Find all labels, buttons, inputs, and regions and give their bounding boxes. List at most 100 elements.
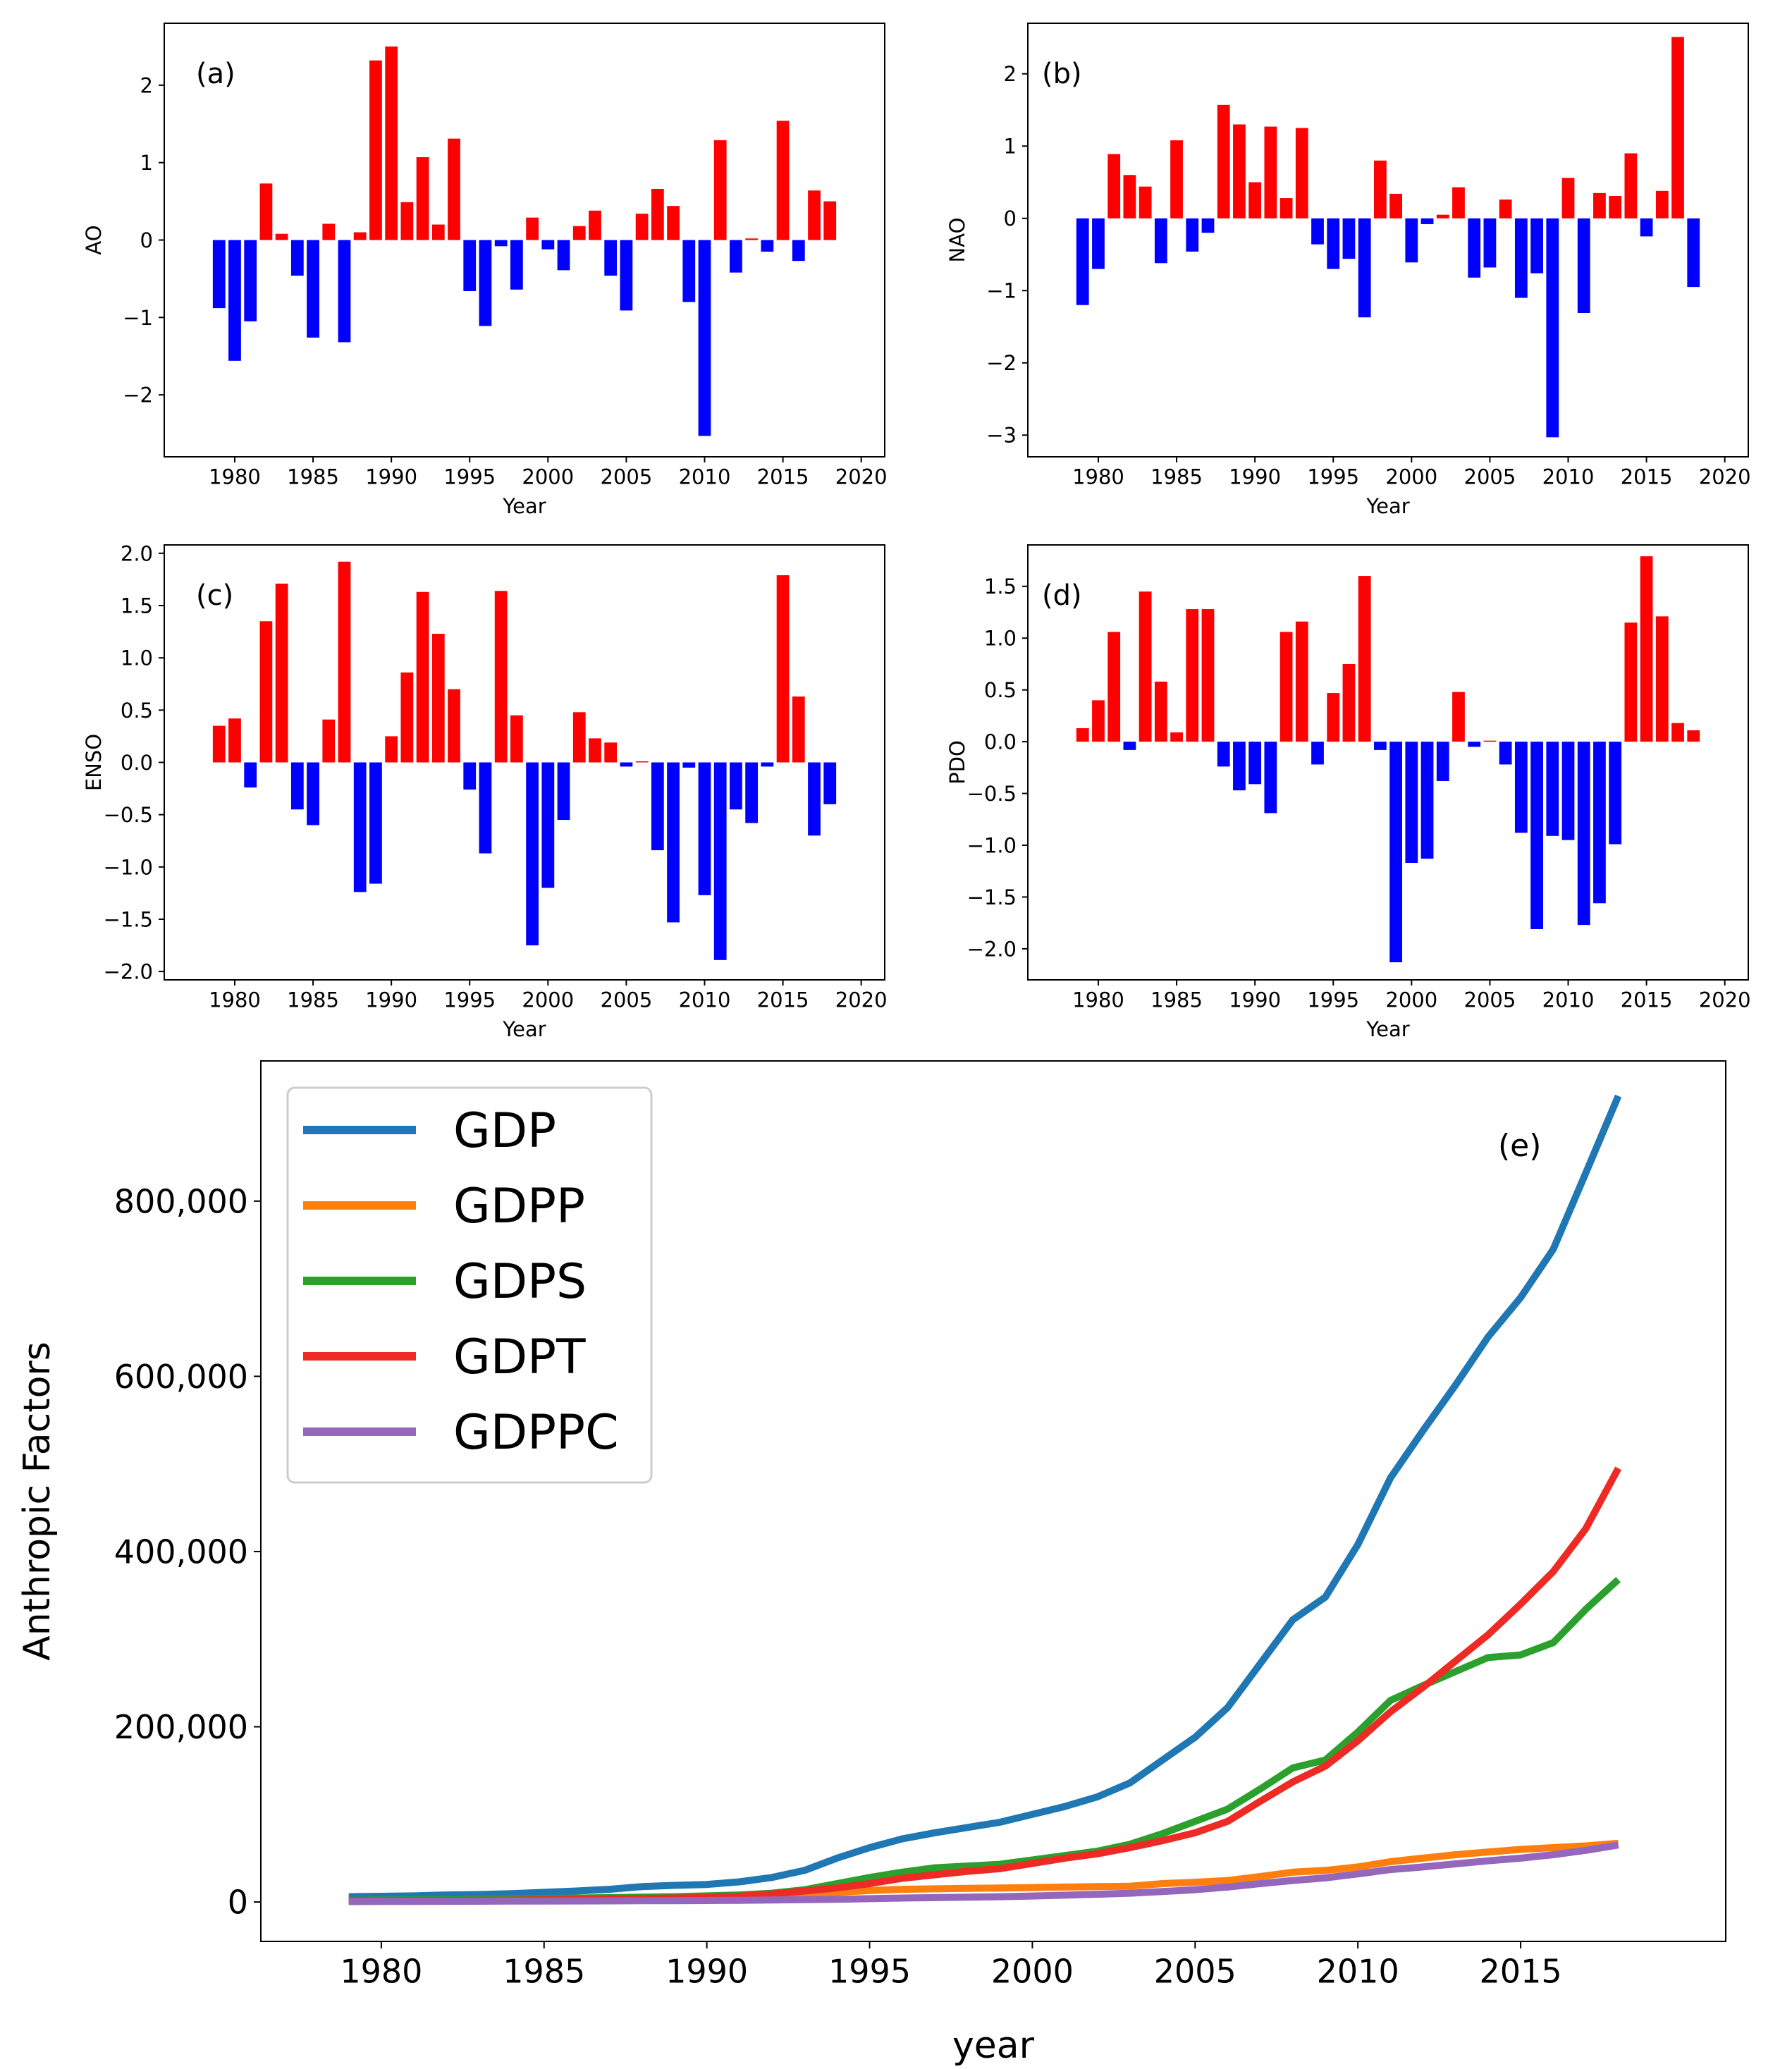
- x-tick-label: 1990: [365, 465, 417, 489]
- bar-2003: [1452, 187, 1465, 219]
- y-tick-label: 400,000: [114, 1533, 248, 1571]
- bar-1985: [1170, 732, 1183, 742]
- bar-1999: [1389, 193, 1402, 219]
- bar-1984: [290, 240, 304, 276]
- y-tick-label: 2.0: [121, 541, 153, 565]
- bar-1982: [1123, 742, 1136, 750]
- bar-2007: [1514, 742, 1528, 833]
- x-tick-label: 2020: [835, 988, 888, 1012]
- y-tick-label: 1: [140, 151, 153, 175]
- bar-2010: [1561, 742, 1575, 840]
- bar-1999: [526, 217, 539, 240]
- bar-1984: [1154, 218, 1167, 264]
- bar-1985: [307, 240, 319, 338]
- bar-1994: [448, 689, 460, 763]
- panel-label: (e): [1498, 1128, 1541, 1164]
- bar-2017: [1671, 723, 1684, 742]
- x-tick-label: 1995: [1307, 988, 1359, 1012]
- bar-1980: [228, 718, 241, 763]
- bar-1987: [338, 561, 351, 763]
- bar-2014: [1624, 622, 1638, 742]
- panel-c: 1980 1985 1990 1995 2000 2005 2010 2015 2020 −2.0…: [82, 541, 888, 1041]
- bar-2018: [823, 762, 837, 804]
- bar-2002: [572, 226, 586, 240]
- bar-2005: [1483, 218, 1497, 268]
- series-line-gdppc: [348, 1841, 1619, 1905]
- x-tick-label: 2005: [601, 465, 653, 489]
- y-tick-label: −0.5: [967, 782, 1017, 806]
- bar-1995: [463, 762, 477, 790]
- y-tick-label: 2: [140, 73, 153, 97]
- bar-2015: [1640, 218, 1653, 237]
- legend-box: [286, 1086, 653, 1484]
- y-tick-label: −1: [123, 306, 153, 330]
- y-tick-label: 1.5: [121, 594, 153, 618]
- bar-2008: [667, 206, 680, 240]
- panel-e: 1980 1985 1990 1995 2000 2005 2010 2015 0 200,000…: [16, 1060, 1726, 2067]
- bar-1987: [1201, 218, 1215, 233]
- bar-1989: [369, 60, 382, 240]
- bar-2000: [1405, 742, 1418, 863]
- x-tick-label: 2005: [601, 988, 653, 1012]
- y-axis-label: AO: [82, 225, 106, 254]
- bar-1980: [228, 240, 241, 361]
- y-tick-label: −1.5: [967, 885, 1017, 909]
- x-tick-label: 1995: [443, 988, 496, 1012]
- bar-2018: [823, 201, 837, 240]
- bar-1984: [290, 762, 304, 810]
- bar-1997: [1358, 218, 1371, 318]
- bar-1986: [1186, 218, 1199, 252]
- bar-1998: [510, 715, 523, 763]
- bar-1989: [1233, 124, 1246, 219]
- bar-1991: [1264, 742, 1277, 814]
- bar-1990: [1248, 182, 1262, 219]
- bar-1982: [259, 621, 273, 763]
- x-tick-label: 2000: [991, 1952, 1074, 1990]
- bar-1996: [1342, 663, 1356, 742]
- y-tick-label: 0.5: [984, 678, 1017, 702]
- y-tick-label: −1.5: [104, 907, 153, 931]
- x-tick-label: 2000: [1385, 465, 1437, 489]
- x-tick-label: 2015: [1480, 1952, 1562, 1990]
- x-tick-label: 1995: [828, 1952, 911, 1990]
- x-tick-label: 1990: [365, 988, 417, 1012]
- bar-2010: [698, 240, 711, 436]
- bar-1986: [1186, 609, 1199, 742]
- bar-1979: [212, 725, 226, 763]
- panel-label: (b): [1042, 58, 1082, 90]
- bar-1993: [1295, 621, 1308, 742]
- x-tick-label: 2010: [1317, 1952, 1399, 1990]
- bar-1988: [1217, 742, 1230, 767]
- x-tick-label: 1985: [287, 465, 339, 489]
- bar-1998: [1374, 742, 1387, 750]
- x-tick-label: 2015: [757, 465, 809, 489]
- bar-2004: [1468, 742, 1481, 747]
- x-tick-label: 1990: [665, 1952, 748, 1990]
- bar-1980: [1092, 700, 1105, 742]
- y-tick-label: −2.0: [967, 937, 1017, 961]
- bar-1979: [212, 240, 226, 309]
- x-tick-label: 1980: [340, 1952, 422, 1990]
- bar-2000: [1405, 218, 1418, 263]
- panel-label: (d): [1042, 579, 1082, 612]
- bar-1982: [259, 183, 273, 240]
- bar-2010: [698, 762, 711, 895]
- panel-label: (c): [196, 579, 233, 612]
- bar-1991: [400, 202, 414, 240]
- y-tick-label: 0.0: [984, 730, 1017, 754]
- x-tick-label: 1990: [1229, 988, 1281, 1012]
- bar-1991: [400, 672, 414, 763]
- x-axis-label: Year: [502, 494, 546, 518]
- x-tick-label: 1985: [1150, 465, 1203, 489]
- bar-2003: [1452, 692, 1465, 742]
- bar-1986: [322, 223, 336, 240]
- series-line-gdp: [348, 1094, 1622, 1901]
- bar-1983: [275, 583, 288, 763]
- bar-2011: [713, 762, 727, 960]
- x-tick-label: 1995: [443, 465, 496, 489]
- bar-1990: [1248, 742, 1262, 785]
- bar-1979: [1076, 728, 1089, 742]
- bar-1979: [1076, 218, 1089, 305]
- panel-d: 1980 1985 1990 1995 2000 2005 2010 2015 2020 −2.0…: [945, 544, 1751, 1041]
